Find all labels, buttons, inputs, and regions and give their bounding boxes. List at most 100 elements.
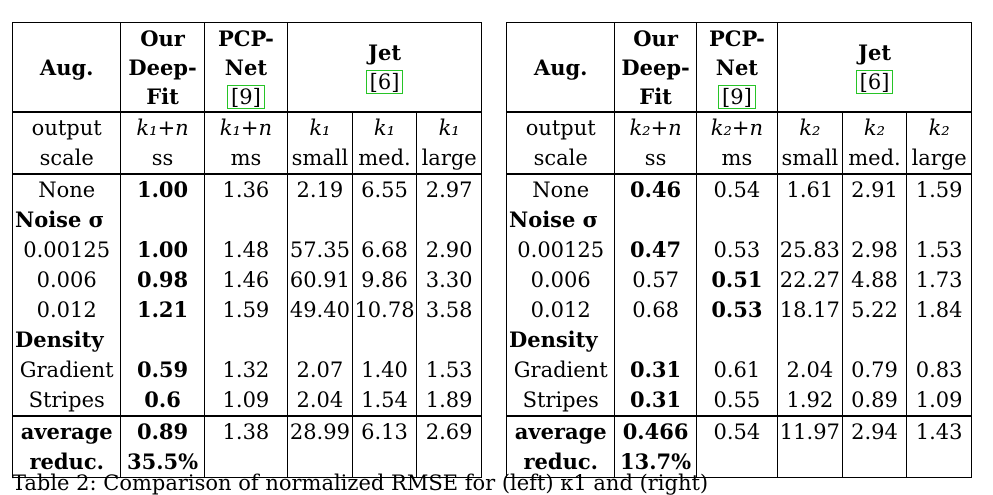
table-row: Density [11, 325, 482, 355]
value-cell-pcp [203, 205, 289, 235]
row-label: 0.006 [505, 265, 616, 295]
citation-link[interactable]: [6] [855, 70, 894, 94]
table-row: Gradient 0.59 1.32 2.07 1.40 1.53 [11, 355, 482, 385]
average-jet-med: 6.13 [351, 415, 418, 447]
value-cell-large [416, 325, 482, 355]
value-cell-large: 0.83 [906, 355, 972, 385]
average-jet-large: 1.43 [906, 415, 972, 447]
section-label: Noise σ [11, 205, 122, 235]
value-cell-med: 10.78 [351, 295, 418, 325]
empty-cell [695, 447, 779, 478]
table-caption: Table 2: Comparison of normalized RMSE f… [12, 471, 709, 495]
value-cell-small: 2.19 [287, 173, 353, 205]
table-row: Noise σ [505, 205, 972, 235]
empty-cell [841, 447, 908, 478]
value-cell-small: 2.04 [777, 355, 843, 385]
reduction-label: reduc. [505, 447, 616, 478]
section-label: Density [11, 325, 122, 355]
empty-cell [906, 447, 972, 478]
subheader-row-2: scale ss ms small med. large [505, 143, 972, 175]
subheader-cell: k₂ [906, 111, 972, 143]
subheader-cell: ms [695, 143, 779, 175]
value-cell-large [906, 205, 972, 235]
value-cell-ours: 0.31 [614, 355, 697, 385]
average-deepfit: 0.89 [120, 415, 205, 447]
subheader-cell: k₁ [287, 111, 353, 143]
reduction-row: reduc. 35.5% [11, 447, 482, 478]
deepfit-header: Our Deep- Fit [120, 22, 205, 113]
value-cell-pcp: 0.54 [695, 173, 779, 205]
average-pcpnet: 0.54 [695, 415, 779, 447]
reduction-row: reduc. 13.7% [505, 447, 972, 478]
average-label: average [505, 415, 616, 447]
value-cell-large: 1.73 [906, 265, 972, 295]
value-cell-large: 1.89 [416, 385, 482, 416]
row-label: Stripes [505, 385, 616, 416]
table-row: 0.00125 1.00 1.48 57.35 6.68 2.90 [11, 235, 482, 265]
average-row: average 0.89 1.38 28.99 6.13 2.69 [11, 415, 482, 447]
value-cell-pcp: 1.36 [203, 173, 289, 205]
row-label: None [505, 173, 616, 205]
value-cell-large: 1.09 [906, 385, 972, 416]
value-cell-ours: 0.59 [120, 355, 205, 385]
citation-link[interactable]: [6] [365, 70, 404, 94]
value-cell-ours: 0.57 [614, 265, 697, 295]
value-cell-pcp: 0.53 [695, 295, 779, 325]
value-cell-small: 25.83 [777, 235, 843, 265]
value-cell-ours: 0.6 [120, 385, 205, 416]
value-cell-ours [614, 205, 697, 235]
average-pcpnet: 1.38 [203, 415, 289, 447]
row-label: None [11, 173, 122, 205]
table-row: Stripes 0.31 0.55 1.92 0.89 1.09 [505, 385, 972, 416]
subheader-cell: large [416, 143, 482, 175]
value-cell-med: 0.89 [841, 385, 908, 416]
value-cell-ours: 1.00 [120, 235, 205, 265]
subheader-cell: k₂ [841, 111, 908, 143]
header-row: Aug. Our Deep- Fit PCP- Net [9] Jet [6] [11, 22, 482, 113]
subheader-cell: ss [120, 143, 205, 175]
subheader-cell: med. [351, 143, 418, 175]
empty-cell [203, 447, 289, 478]
value-cell-med: 5.22 [841, 295, 908, 325]
subheader-cell: ms [203, 143, 289, 175]
value-cell-small: 2.07 [287, 355, 353, 385]
value-cell-small: 49.40 [287, 295, 353, 325]
subheader-cell: k₁+n [120, 111, 205, 143]
table-row: 0.012 0.68 0.53 18.17 5.22 1.84 [505, 295, 972, 325]
value-cell-ours: 1.21 [120, 295, 205, 325]
subheader-row-1: output k₂+n k₂+n k₂ k₂ k₂ [505, 111, 972, 143]
value-cell-small: 57.35 [287, 235, 353, 265]
value-cell-med [351, 325, 418, 355]
value-cell-pcp: 1.48 [203, 235, 289, 265]
subheader-cell: small [287, 143, 353, 175]
average-jet-large: 2.69 [416, 415, 482, 447]
pcpnet-header: PCP- Net [9] [695, 22, 779, 113]
table-row: None 0.46 0.54 1.61 2.91 1.59 [505, 173, 972, 205]
value-cell-med: 6.68 [351, 235, 418, 265]
subheader-cell: output [505, 111, 616, 143]
table-row: Density [505, 325, 972, 355]
subheader-cell: k₁+n [203, 111, 289, 143]
row-label: 0.012 [505, 295, 616, 325]
table-row: 0.012 1.21 1.59 49.40 10.78 3.58 [11, 295, 482, 325]
value-cell-large: 2.97 [416, 173, 482, 205]
value-cell-med: 1.40 [351, 355, 418, 385]
row-label: 0.012 [11, 295, 122, 325]
table-row: Noise σ [11, 205, 482, 235]
table-row: Stripes 0.6 1.09 2.04 1.54 1.89 [11, 385, 482, 416]
value-cell-ours: 0.47 [614, 235, 697, 265]
value-cell-ours [120, 325, 205, 355]
value-cell-large: 1.53 [906, 235, 972, 265]
citation-link[interactable]: [9] [718, 84, 756, 109]
value-cell-ours: 0.68 [614, 295, 697, 325]
value-cell-small: 1.61 [777, 173, 843, 205]
value-cell-ours: 1.00 [120, 173, 205, 205]
citation-link[interactable]: [9] [227, 84, 265, 109]
row-label: 0.00125 [11, 235, 122, 265]
table-row: 0.006 0.57 0.51 22.27 4.88 1.73 [505, 265, 972, 295]
value-cell-pcp: 1.32 [203, 355, 289, 385]
value-cell-large: 3.58 [416, 295, 482, 325]
reduction-label: reduc. [11, 447, 122, 478]
table-row: 0.006 0.98 1.46 60.91 9.86 3.30 [11, 265, 482, 295]
value-cell-large: 3.30 [416, 265, 482, 295]
